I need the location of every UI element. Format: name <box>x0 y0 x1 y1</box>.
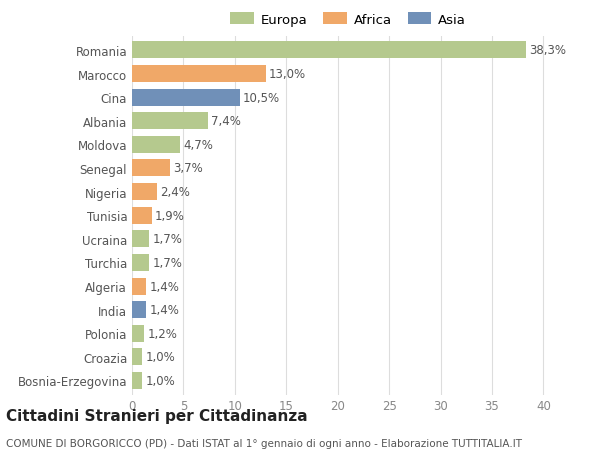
Text: 1,4%: 1,4% <box>149 303 179 316</box>
Bar <box>132 42 526 59</box>
Bar <box>132 90 240 106</box>
Bar <box>132 325 145 342</box>
Text: 1,9%: 1,9% <box>155 209 185 222</box>
Text: 1,4%: 1,4% <box>149 280 179 293</box>
Text: 4,7%: 4,7% <box>184 139 214 151</box>
Bar <box>132 184 157 201</box>
Text: 1,7%: 1,7% <box>152 257 182 269</box>
Bar <box>132 160 170 177</box>
Text: 38,3%: 38,3% <box>529 45 566 57</box>
Bar <box>132 254 149 271</box>
Bar <box>132 348 142 365</box>
Text: 1,0%: 1,0% <box>145 351 175 364</box>
Text: 10,5%: 10,5% <box>243 91 280 105</box>
Text: 1,0%: 1,0% <box>145 374 175 387</box>
Bar <box>132 137 181 154</box>
Text: 1,7%: 1,7% <box>152 233 182 246</box>
Text: 2,4%: 2,4% <box>160 186 190 199</box>
Text: 13,0%: 13,0% <box>269 68 306 81</box>
Bar <box>132 113 208 130</box>
Bar <box>132 372 142 389</box>
Text: COMUNE DI BORGORICCO (PD) - Dati ISTAT al 1° gennaio di ogni anno - Elaborazione: COMUNE DI BORGORICCO (PD) - Dati ISTAT a… <box>6 438 522 448</box>
Text: 1,2%: 1,2% <box>148 327 178 340</box>
Bar <box>132 66 266 83</box>
Text: 7,4%: 7,4% <box>211 115 241 128</box>
Text: Cittadini Stranieri per Cittadinanza: Cittadini Stranieri per Cittadinanza <box>6 409 308 424</box>
Bar <box>132 207 152 224</box>
Text: 3,7%: 3,7% <box>173 162 203 175</box>
Legend: Europa, Africa, Asia: Europa, Africa, Asia <box>230 13 466 27</box>
Bar <box>132 231 149 248</box>
Bar <box>132 278 146 295</box>
Bar <box>132 302 146 319</box>
